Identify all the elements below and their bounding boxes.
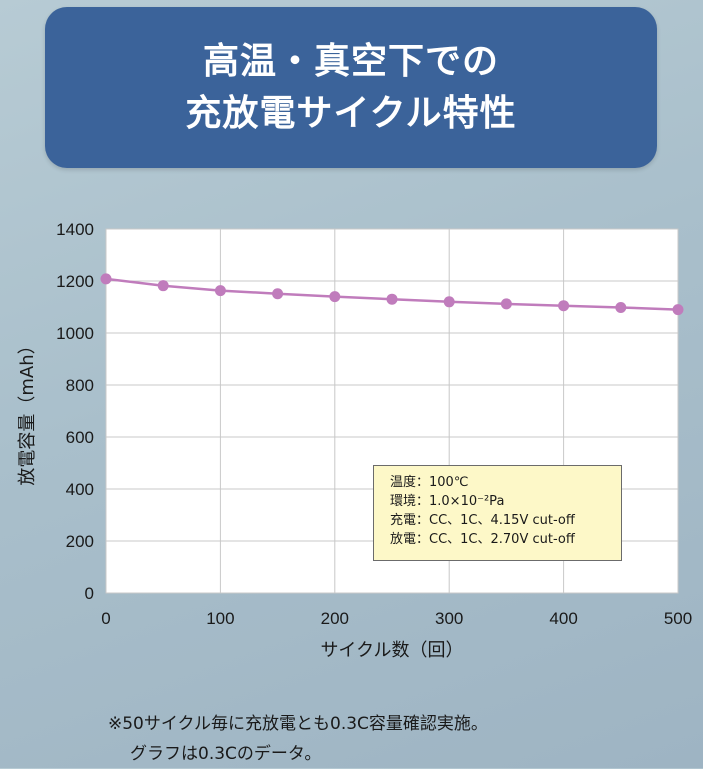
data-point [615, 302, 627, 314]
y-axis-title: 放電容量（mAh） [17, 336, 38, 485]
chart-title-line-1: 高温・真空下での [202, 40, 499, 82]
data-point [100, 273, 112, 285]
legend-charge: 充電：CC、1C、4.15V cut-off [390, 513, 575, 528]
data-point [272, 288, 284, 300]
data-point [214, 285, 226, 297]
chart-title-line-2: 充放電サイクル特性 [185, 92, 517, 134]
line-chart: 0 200 400 600 800 1000 1200 1400 0 100 200 300 400 5… [17, 220, 692, 661]
x-tick-label: 100 [206, 609, 234, 628]
legend-discharge: 放電：CC、1C、2.70V cut-off [390, 532, 575, 547]
y-tick-label: 1400 [56, 220, 94, 239]
y-tick-label: 400 [66, 480, 94, 499]
title-banner: 高温・真空下での 充放電サイクル特性 [45, 7, 657, 168]
y-axis-ticks: 0 200 400 600 800 1000 1200 1400 [56, 220, 94, 603]
y-tick-label: 1000 [56, 324, 94, 343]
data-point [329, 291, 341, 303]
footnote: ※50サイクル毎に充放電とも0.3C容量確認実施。 グラフは0.3Cのデータ。 [108, 709, 688, 769]
plot-border [105, 228, 679, 594]
x-tick-label: 0 [101, 609, 110, 628]
data-point [157, 280, 169, 292]
x-tick-label: 400 [549, 609, 577, 628]
conditions-legend: 温度：100℃ 環境：1.0×10⁻²Pa 充電：CC、1C、4.15V cut… [373, 465, 622, 561]
data-point [443, 296, 455, 308]
footnote-line-2: グラフは0.3Cのデータ。 [130, 744, 322, 764]
footnote-line-1: ※50サイクル毎に充放電とも0.3C容量確認実施。 [108, 714, 488, 734]
x-axis-title: サイクル数（回） [320, 640, 463, 661]
y-tick-label: 0 [85, 584, 94, 603]
data-points [100, 273, 684, 316]
data-point [672, 304, 684, 316]
data-point [500, 298, 512, 310]
data-point [386, 293, 398, 305]
data-point [558, 300, 570, 312]
x-axis-ticks: 0 100 200 300 400 500 [101, 609, 692, 628]
x-tick-label: 300 [435, 609, 463, 628]
legend-temperature: 温度：100℃ [390, 475, 469, 490]
x-tick-label: 200 [321, 609, 349, 628]
y-tick-label: 200 [66, 532, 94, 551]
legend-environment: 環境：1.0×10⁻²Pa [390, 494, 505, 509]
y-tick-label: 800 [66, 376, 94, 395]
y-tick-label: 1200 [56, 272, 94, 291]
x-tick-label: 500 [664, 609, 692, 628]
y-tick-label: 600 [66, 428, 94, 447]
